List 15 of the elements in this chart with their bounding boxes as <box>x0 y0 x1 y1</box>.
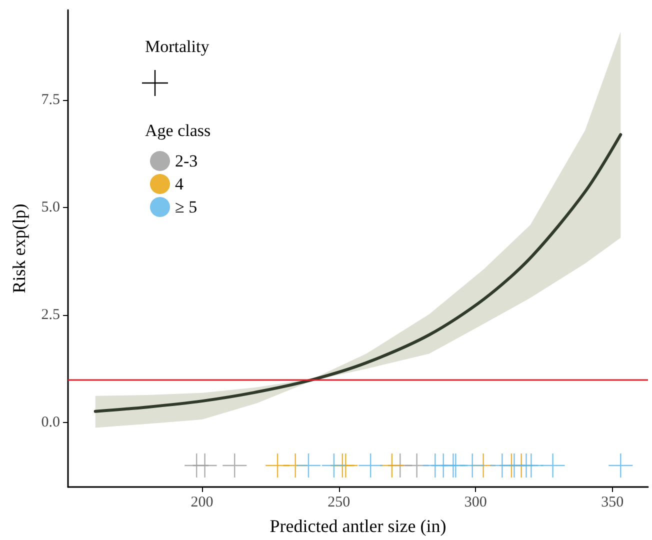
y-tick-label: 5.0 <box>41 200 60 216</box>
y-tick-label: 7.5 <box>41 92 60 108</box>
legend-label: ≥ 5 <box>175 198 198 216</box>
legend-label: 2-3 <box>175 152 198 170</box>
x-tick-label: 300 <box>464 494 487 510</box>
x-axis-title: Predicted antler size (in) <box>270 516 446 536</box>
y-tick-label: 2.5 <box>41 307 60 324</box>
y-tick-label: 0.0 <box>41 414 60 431</box>
x-tick-label: 350 <box>601 494 624 510</box>
x-tick-label: 200 <box>190 494 214 510</box>
x-tick-label: 250 <box>328 494 350 510</box>
legend-title: Age class <box>145 121 211 140</box>
y-axis-title: Risk exp(lp) <box>9 204 29 294</box>
legend-label: 4 <box>175 174 184 194</box>
annotation: Mortality <box>145 37 210 56</box>
